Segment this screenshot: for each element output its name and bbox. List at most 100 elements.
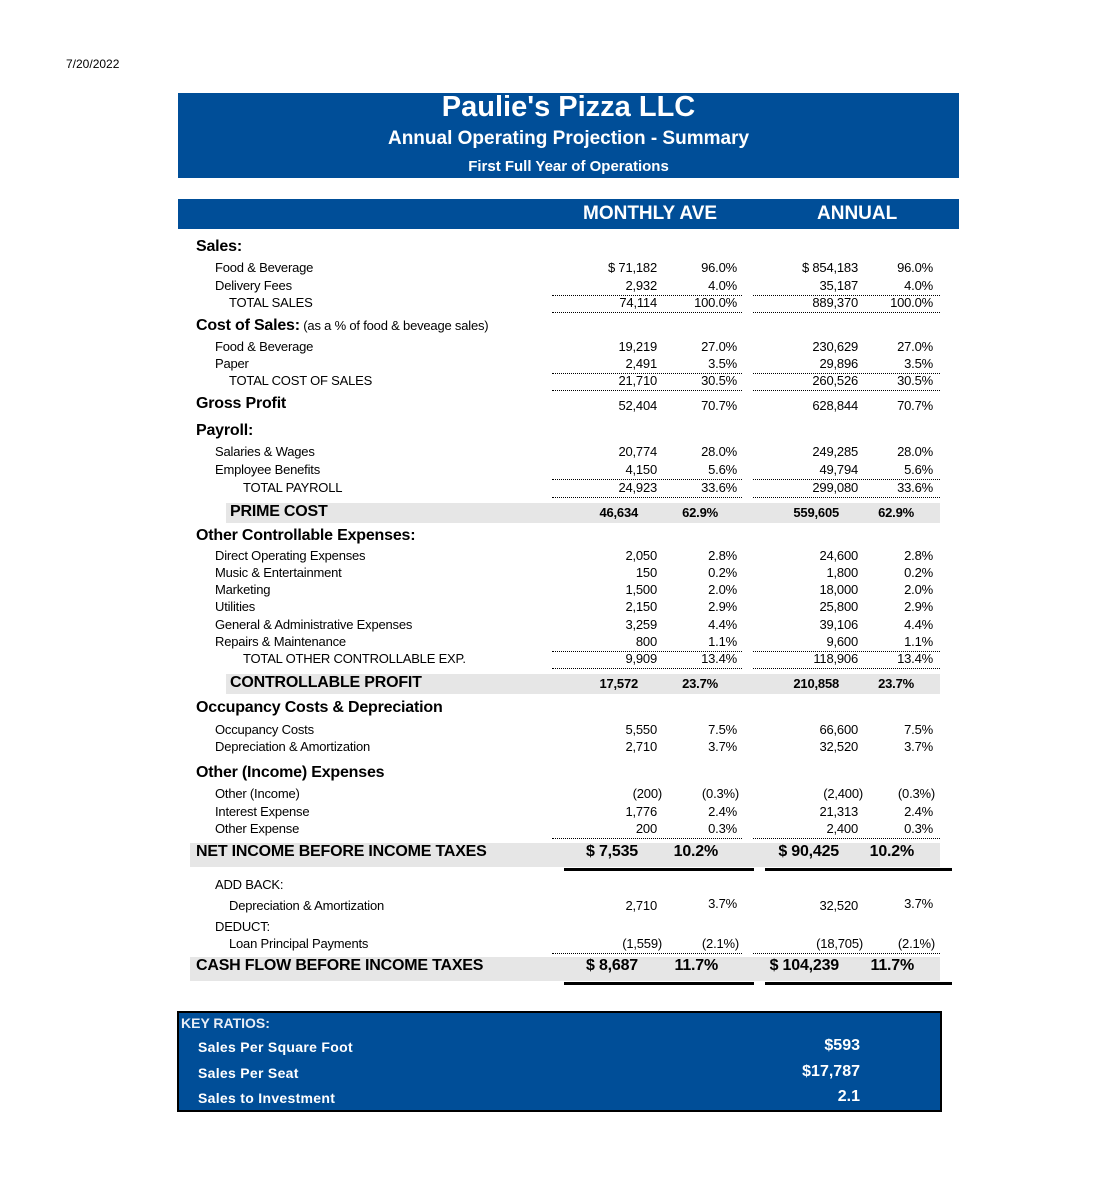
monthly-percent: 0.3% xyxy=(708,821,737,836)
row-label-text: TOTAL OTHER CONTROLLABLE EXP. xyxy=(243,651,466,666)
row-label: Other (Income) xyxy=(215,786,300,801)
report-period: First Full Year of Operations xyxy=(468,158,669,175)
annual-percent: 2.4% xyxy=(904,804,933,819)
row-label-text: Occupancy Costs xyxy=(215,722,314,737)
row-label: Paper xyxy=(215,356,249,371)
annual-amount: 35,187 xyxy=(819,278,858,293)
row-label-text: Occupancy Costs & Depreciation xyxy=(196,699,443,716)
row-label-text: Loan Principal Payments xyxy=(229,936,369,951)
annual-amount: 24,600 xyxy=(819,548,858,563)
statement-row: Gross Profit 52,404 70.7% 628,844 70.7% xyxy=(178,395,959,415)
annual-amount: 39,106 xyxy=(819,617,858,632)
statement-row: Direct Operating Expenses 2,050 2.8% 24,600… xyxy=(178,547,959,565)
annual-amount: (18,705) xyxy=(816,936,863,951)
statement-row: Sales: xyxy=(178,238,959,258)
statement-row: Employee Benefits 4,150 5.6% 49,794 5.6% xyxy=(178,461,959,480)
annual-amount: 32,520 xyxy=(819,739,858,754)
ratio-value: $593 xyxy=(824,1037,860,1054)
annual-percent: 13.4% xyxy=(897,651,933,666)
statement-row: CASH FLOW BEFORE INCOME TAXES $ 8,687 11.7… xyxy=(190,957,952,985)
row-label: Food & Beverage xyxy=(215,339,313,354)
annual-percent: 10.2% xyxy=(869,843,915,860)
annual-amount: (2,400) xyxy=(823,786,863,801)
annual-percent: 23.7% xyxy=(878,676,914,691)
row-label: Food & Beverage xyxy=(215,260,313,275)
row-label-text: Other Expense xyxy=(215,821,300,836)
monthly-amount: 19,219 xyxy=(618,339,657,354)
statement-row: General & Administrative Expenses 3,259 4.… xyxy=(178,616,959,634)
row-label-text: Depreciation & Amortization xyxy=(229,898,385,913)
statement-row: PRIME COST 46,634 62.9% 559,605 62.9% xyxy=(226,503,940,523)
statement-row: NET INCOME BEFORE INCOME TAXES $ 7,535 10.… xyxy=(190,843,952,871)
row-label: PRIME COST xyxy=(230,503,328,521)
row-label-text: Salaries & Wages xyxy=(215,444,315,459)
row-label: Cost of Sales: (as a % of food & beveage… xyxy=(196,317,489,335)
monthly-percent: 2.4% xyxy=(708,804,737,819)
annual-percent: 33.6% xyxy=(897,480,933,495)
monthly-amount: 2,710 xyxy=(625,898,657,913)
annual-percent: 2.9% xyxy=(904,599,933,614)
statement-row: Repairs & Maintenance 800 1.1% 9,600 1.1% xyxy=(178,633,959,652)
annual-percent: 28.0% xyxy=(897,444,933,459)
monthly-percent: 1.1% xyxy=(708,634,737,649)
monthly-amount: 2,710 xyxy=(625,739,657,754)
row-label: Other Controllable Expenses: xyxy=(196,527,416,545)
monthly-percent: 27.0% xyxy=(701,339,737,354)
annual-percent: 0.2% xyxy=(904,565,933,580)
key-ratios-title: KEY RATIOS: xyxy=(181,1015,270,1031)
ratio-row: Sales Per Square Foot $593 xyxy=(179,1037,940,1059)
row-label: Employee Benefits xyxy=(215,462,320,477)
monthly-percent: 10.2% xyxy=(673,843,719,860)
monthly-percent: 28.0% xyxy=(701,444,737,459)
statement-row: Music & Entertainment 150 0.2% 1,800 0.2% xyxy=(178,564,959,582)
ratio-row: Sales to Investment 2.1 xyxy=(179,1088,940,1110)
monthly-percent: 2.9% xyxy=(708,599,737,614)
monthly-percent: 5.6% xyxy=(708,462,737,477)
statement-row: Delivery Fees 2,932 4.0% 35,187 4.0% xyxy=(178,277,959,296)
monthly-amount: 5,550 xyxy=(625,722,657,737)
annual-amount: $ 90,425 xyxy=(778,843,839,860)
annual-percent: 2.0% xyxy=(904,582,933,597)
annual-percent: 70.7% xyxy=(897,398,933,413)
monthly-amount: (200) xyxy=(632,786,663,801)
ratio-value: $17,787 xyxy=(802,1063,860,1080)
monthly-percent: 4.4% xyxy=(708,617,737,632)
row-label: Marketing xyxy=(215,582,270,597)
ratio-label: Sales Per Square Foot xyxy=(198,1039,353,1055)
statement-row: Paper 2,491 3.5% 29,896 3.5% xyxy=(178,355,959,374)
monthly-amount: 2,932 xyxy=(625,278,657,293)
row-label-text: Employee Benefits xyxy=(215,462,320,477)
row-label: Occupancy Costs & Depreciation xyxy=(196,699,443,717)
row-label-text: Sales: xyxy=(196,238,242,255)
row-label-text: Direct Operating Expenses xyxy=(215,548,366,563)
statement-row: Other Controllable Expenses: xyxy=(178,527,959,547)
statement-row: Payroll: xyxy=(178,422,959,442)
row-label-text: Gross Profit xyxy=(196,395,287,412)
row-label-text: Other Controllable Expenses: xyxy=(196,527,416,544)
monthly-amount: 800 xyxy=(635,634,657,649)
monthly-amount: 9,909 xyxy=(625,651,657,666)
annual-amount: 25,800 xyxy=(819,599,858,614)
monthly-percent: 96.0% xyxy=(701,260,737,275)
row-label: DEDUCT: xyxy=(215,919,270,934)
row-label-text: Paper xyxy=(215,356,249,371)
monthly-amount: $ 71,182 xyxy=(607,260,657,275)
annual-percent: 4.0% xyxy=(904,278,933,293)
row-label: Gross Profit xyxy=(196,395,286,413)
monthly-amount: $ 8,687 xyxy=(586,957,638,974)
annual-amount: $ 104,239 xyxy=(769,957,840,974)
monthly-amount: 24,923 xyxy=(618,480,657,495)
monthly-percent: 2.8% xyxy=(708,548,737,563)
statement-row: Occupancy Costs 5,550 7.5% 66,600 7.5% xyxy=(178,721,959,739)
monthly-percent: 0.2% xyxy=(708,565,737,580)
row-label: Other (Income) Expenses xyxy=(196,764,385,782)
row-label-text: DEDUCT: xyxy=(215,919,270,934)
monthly-amount: 74,114 xyxy=(619,295,657,310)
statement-row: TOTAL PAYROLL 24,923 33.6% 299,080 33.6% xyxy=(178,479,959,498)
row-label-text: General & Administrative Expenses xyxy=(215,617,413,632)
statement-row: Other (Income) Expenses xyxy=(178,764,959,784)
annual-percent: (2.1%) xyxy=(897,936,935,951)
annual-percent: 5.6% xyxy=(904,462,933,477)
monthly-amount: 2,150 xyxy=(625,599,657,614)
row-label: TOTAL OTHER CONTROLLABLE EXP. xyxy=(243,651,466,666)
